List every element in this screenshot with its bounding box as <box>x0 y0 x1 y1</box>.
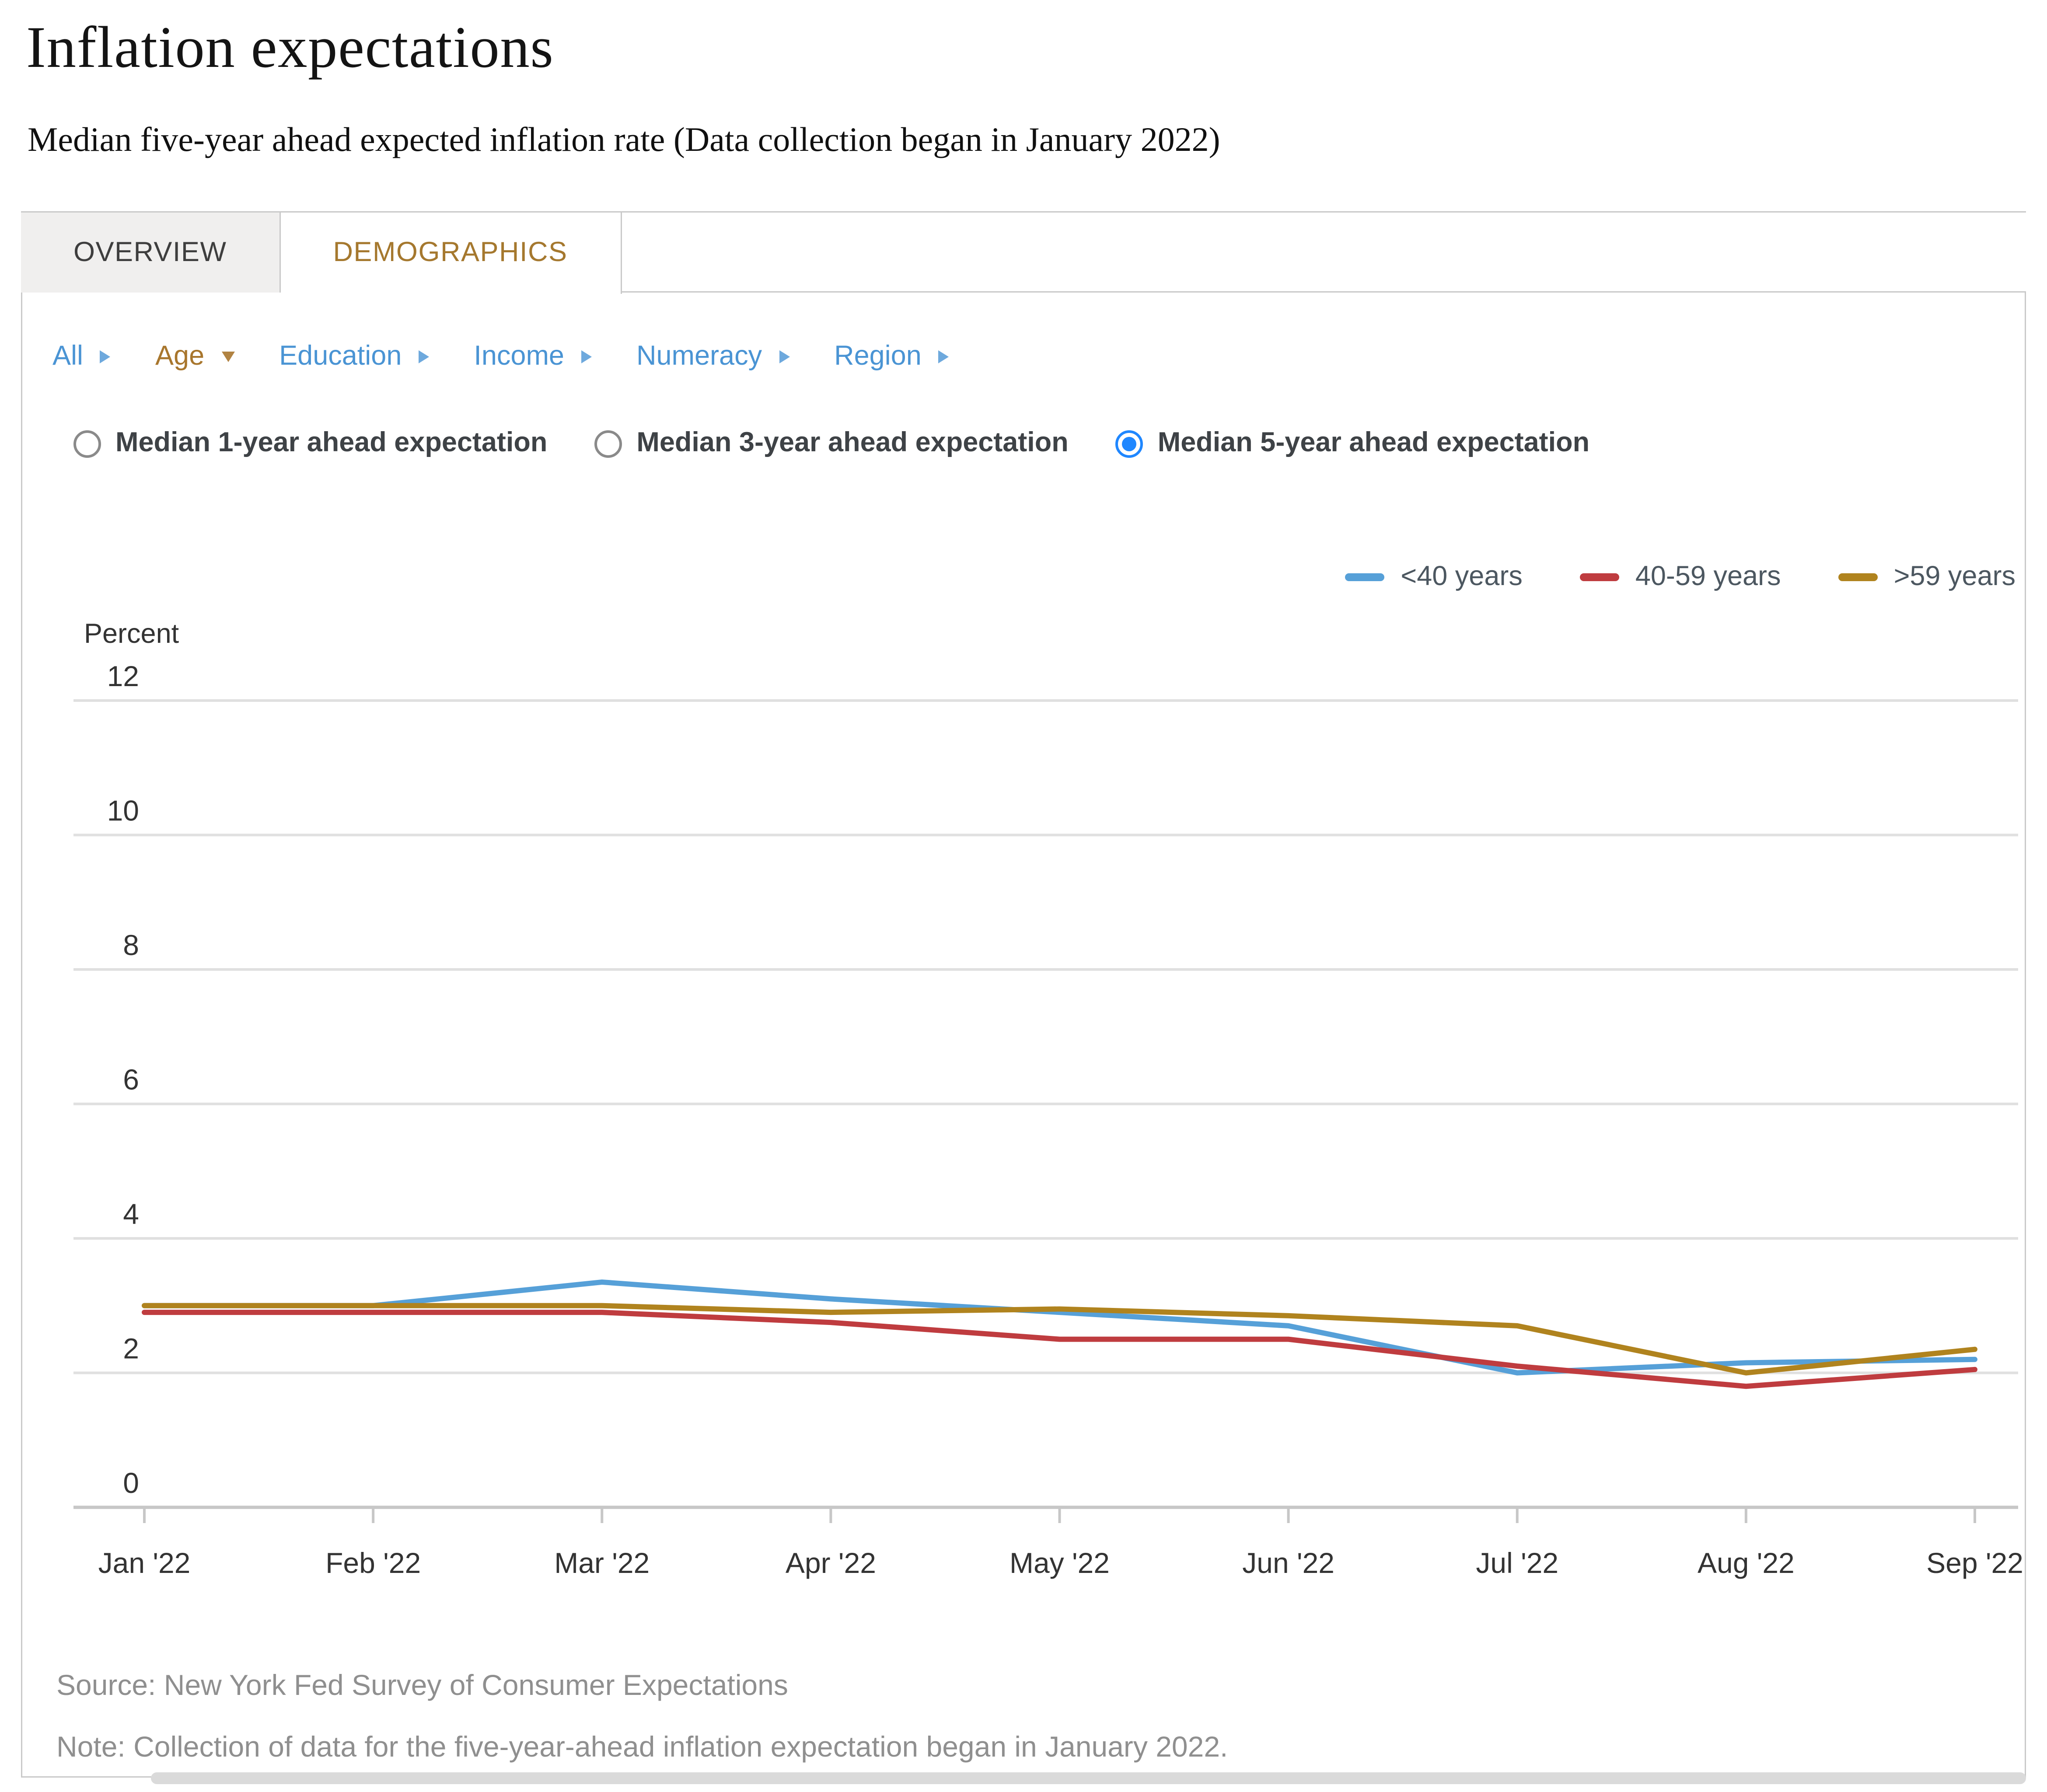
arrow-right-icon <box>779 350 790 363</box>
filter-education[interactable]: Education <box>279 341 430 373</box>
legend-label: >59 years <box>1893 561 2016 592</box>
filter-age[interactable]: Age <box>155 341 235 373</box>
arrow-down-icon <box>221 352 235 362</box>
radio-icon <box>73 429 101 457</box>
filter-label: Income <box>474 341 564 371</box>
series-line-40-59-years <box>142 1310 1977 1389</box>
filter-label: Education <box>279 341 402 371</box>
filter-label: Age <box>155 341 205 371</box>
x-tick-label: Mar '22 <box>554 1547 650 1579</box>
filter-income[interactable]: Income <box>474 341 592 373</box>
y-tick-label: 8 <box>123 929 139 961</box>
source-text: Source: New York Fed Survey of Consumer … <box>56 1669 788 1701</box>
x-tick-label: Jul '22 <box>1476 1547 1558 1579</box>
arrow-right-icon <box>419 350 430 363</box>
y-tick-label: 10 <box>107 795 139 827</box>
demographic-filter-row: All Age Education Income Numeracy Region <box>52 328 994 386</box>
horizontal-scrollbar[interactable] <box>151 1772 2026 1784</box>
filter-label: Region <box>834 341 922 371</box>
radio-icon <box>594 429 622 457</box>
legend-item-40-59[interactable]: 40-59 years <box>1580 561 1781 593</box>
y-tick-label: 12 <box>107 660 139 692</box>
radio-median-5yr[interactable]: Median 5-year ahead expectation <box>1115 428 1590 459</box>
legend-swatch <box>1345 573 1385 581</box>
horizon-radio-group: Median 1-year ahead expectation Median 3… <box>73 417 1637 470</box>
series-line--59-years <box>142 1303 1977 1376</box>
tab-demographics[interactable]: DEMOGRAPHICS <box>280 213 622 294</box>
x-tick-label: Sep '22 <box>1926 1547 2023 1579</box>
radio-icon <box>1115 429 1143 457</box>
filter-label: Numeracy <box>636 341 762 371</box>
filter-all[interactable]: All <box>52 341 111 373</box>
series-line--40-years <box>142 1279 1977 1376</box>
legend-item-over59[interactable]: >59 years <box>1838 561 2016 593</box>
x-tick-label: Apr '22 <box>786 1547 876 1579</box>
legend-swatch <box>1838 573 1878 581</box>
filter-label: All <box>52 341 84 371</box>
legend-item-under40[interactable]: <40 years <box>1345 561 1523 593</box>
page-title: Inflation expectations <box>26 14 554 80</box>
y-tick-label: 2 <box>123 1332 139 1365</box>
arrow-right-icon <box>581 350 592 363</box>
note-text: Note: Collection of data for the five-ye… <box>56 1730 1228 1763</box>
filter-numeracy[interactable]: Numeracy <box>636 341 790 373</box>
x-tick-label: Aug '22 <box>1698 1547 1795 1579</box>
chart-legend: <40 years 40-59 years >59 years <box>1288 561 2016 593</box>
filter-region[interactable]: Region <box>834 341 949 373</box>
x-tick-label: May '22 <box>1010 1547 1110 1579</box>
legend-label: <40 years <box>1401 561 1523 592</box>
y-tick-label: 6 <box>123 1063 139 1096</box>
x-tick-label: Jan '22 <box>98 1547 191 1579</box>
tab-bar: OVERVIEW DEMOGRAPHICS <box>21 211 2026 294</box>
arrow-right-icon <box>100 350 111 363</box>
arrow-right-icon <box>938 350 949 363</box>
page-subtitle: Median five-year ahead expected inflatio… <box>28 121 1220 159</box>
y-tick-label: 4 <box>123 1198 139 1230</box>
tab-overview[interactable]: OVERVIEW <box>21 213 281 293</box>
line-chart: Percent 12 10 8 6 4 2 0 Jan '22 Feb '22 Mar '22 Apr… <box>73 618 2023 1579</box>
legend-swatch <box>1580 573 1620 581</box>
radio-median-3yr[interactable]: Median 3-year ahead expectation <box>594 428 1069 459</box>
radio-label: Median 5-year ahead expectation <box>1157 428 1590 458</box>
radio-median-1yr[interactable]: Median 1-year ahead expectation <box>73 428 547 459</box>
y-tick-label: 0 <box>123 1467 139 1499</box>
y-axis-title: Percent <box>84 618 179 649</box>
x-tick-label: Feb '22 <box>325 1547 421 1579</box>
radio-label: Median 1-year ahead expectation <box>115 428 548 458</box>
x-tick-label: Jun '22 <box>1242 1547 1334 1579</box>
radio-label: Median 3-year ahead expectation <box>636 428 1069 458</box>
legend-label: 40-59 years <box>1635 561 1781 592</box>
content-panel <box>21 211 2026 1778</box>
